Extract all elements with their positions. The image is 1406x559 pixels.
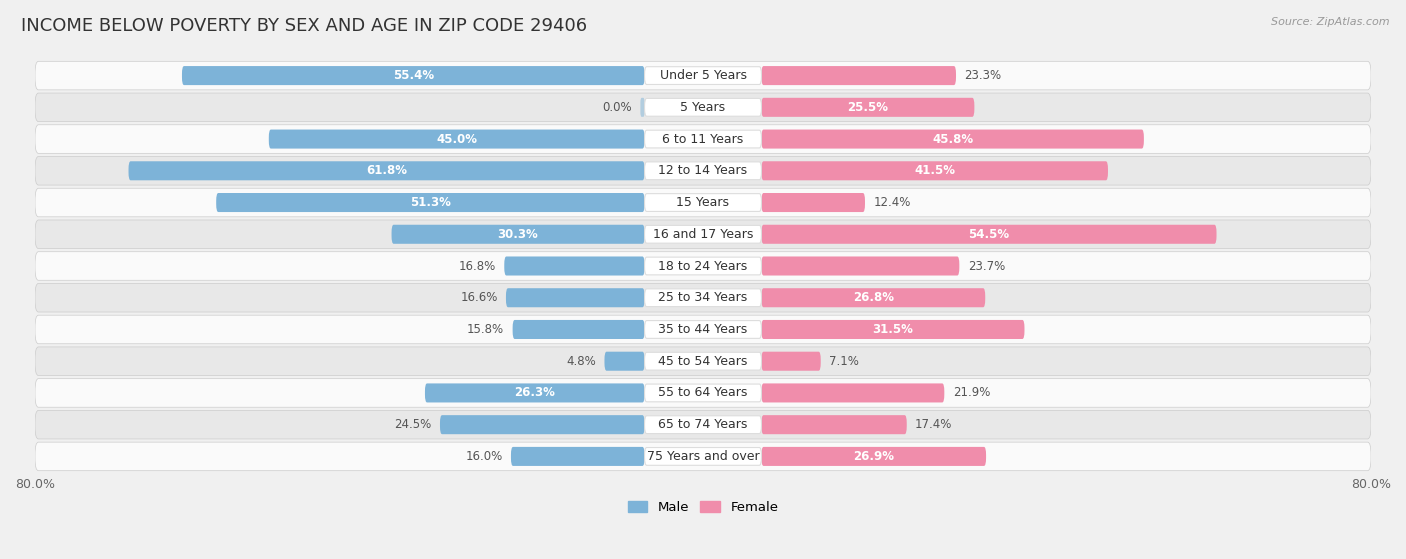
- FancyBboxPatch shape: [640, 98, 644, 117]
- Text: INCOME BELOW POVERTY BY SEX AND AGE IN ZIP CODE 29406: INCOME BELOW POVERTY BY SEX AND AGE IN Z…: [21, 17, 588, 35]
- Text: 12.4%: 12.4%: [873, 196, 911, 209]
- FancyBboxPatch shape: [644, 384, 762, 402]
- FancyBboxPatch shape: [35, 61, 1371, 90]
- FancyBboxPatch shape: [644, 98, 762, 116]
- FancyBboxPatch shape: [644, 416, 762, 434]
- FancyBboxPatch shape: [762, 288, 986, 307]
- Text: 7.1%: 7.1%: [830, 355, 859, 368]
- FancyBboxPatch shape: [644, 193, 762, 211]
- Text: 23.7%: 23.7%: [967, 259, 1005, 272]
- FancyBboxPatch shape: [181, 66, 644, 85]
- FancyBboxPatch shape: [128, 162, 644, 181]
- FancyBboxPatch shape: [644, 257, 762, 275]
- FancyBboxPatch shape: [35, 188, 1371, 217]
- Text: 5 Years: 5 Years: [681, 101, 725, 114]
- FancyBboxPatch shape: [35, 347, 1371, 376]
- Text: 45.8%: 45.8%: [932, 132, 973, 145]
- FancyBboxPatch shape: [644, 67, 762, 84]
- Text: 16 and 17 Years: 16 and 17 Years: [652, 228, 754, 241]
- Text: 75 Years and over: 75 Years and over: [647, 450, 759, 463]
- FancyBboxPatch shape: [35, 93, 1371, 122]
- FancyBboxPatch shape: [762, 257, 959, 276]
- Text: 15.8%: 15.8%: [467, 323, 505, 336]
- FancyBboxPatch shape: [644, 289, 762, 307]
- Text: 24.5%: 24.5%: [394, 418, 432, 431]
- FancyBboxPatch shape: [269, 130, 644, 149]
- Text: 35 to 44 Years: 35 to 44 Years: [658, 323, 748, 336]
- FancyBboxPatch shape: [762, 130, 1144, 149]
- FancyBboxPatch shape: [217, 193, 644, 212]
- FancyBboxPatch shape: [644, 225, 762, 243]
- Text: Under 5 Years: Under 5 Years: [659, 69, 747, 82]
- Text: 45.0%: 45.0%: [436, 132, 477, 145]
- FancyBboxPatch shape: [762, 193, 865, 212]
- FancyBboxPatch shape: [35, 378, 1371, 407]
- Text: 41.5%: 41.5%: [914, 164, 955, 177]
- FancyBboxPatch shape: [35, 125, 1371, 153]
- FancyBboxPatch shape: [644, 352, 762, 370]
- Text: 55.4%: 55.4%: [392, 69, 434, 82]
- Text: 15 Years: 15 Years: [676, 196, 730, 209]
- FancyBboxPatch shape: [35, 410, 1371, 439]
- FancyBboxPatch shape: [35, 252, 1371, 280]
- FancyBboxPatch shape: [440, 415, 644, 434]
- FancyBboxPatch shape: [425, 383, 644, 402]
- Text: 17.4%: 17.4%: [915, 418, 952, 431]
- FancyBboxPatch shape: [644, 448, 762, 465]
- FancyBboxPatch shape: [644, 162, 762, 179]
- FancyBboxPatch shape: [605, 352, 644, 371]
- FancyBboxPatch shape: [35, 442, 1371, 471]
- Text: 65 to 74 Years: 65 to 74 Years: [658, 418, 748, 431]
- FancyBboxPatch shape: [513, 320, 644, 339]
- FancyBboxPatch shape: [762, 320, 1025, 339]
- Text: 4.8%: 4.8%: [567, 355, 596, 368]
- Text: 55 to 64 Years: 55 to 64 Years: [658, 386, 748, 400]
- FancyBboxPatch shape: [506, 288, 644, 307]
- FancyBboxPatch shape: [762, 383, 945, 402]
- FancyBboxPatch shape: [762, 162, 1108, 181]
- Text: 12 to 14 Years: 12 to 14 Years: [658, 164, 748, 177]
- FancyBboxPatch shape: [35, 220, 1371, 249]
- Text: 18 to 24 Years: 18 to 24 Years: [658, 259, 748, 272]
- FancyBboxPatch shape: [762, 447, 986, 466]
- FancyBboxPatch shape: [762, 98, 974, 117]
- Text: Source: ZipAtlas.com: Source: ZipAtlas.com: [1271, 17, 1389, 27]
- Legend: Male, Female: Male, Female: [623, 495, 783, 519]
- FancyBboxPatch shape: [762, 66, 956, 85]
- Text: 26.8%: 26.8%: [853, 291, 894, 304]
- Text: 26.9%: 26.9%: [853, 450, 894, 463]
- Text: 6 to 11 Years: 6 to 11 Years: [662, 132, 744, 145]
- FancyBboxPatch shape: [510, 447, 644, 466]
- Text: 30.3%: 30.3%: [498, 228, 538, 241]
- FancyBboxPatch shape: [35, 157, 1371, 185]
- FancyBboxPatch shape: [505, 257, 644, 276]
- Text: 45 to 54 Years: 45 to 54 Years: [658, 355, 748, 368]
- Text: 25 to 34 Years: 25 to 34 Years: [658, 291, 748, 304]
- FancyBboxPatch shape: [762, 352, 821, 371]
- Text: 16.6%: 16.6%: [460, 291, 498, 304]
- Text: 16.8%: 16.8%: [458, 259, 496, 272]
- FancyBboxPatch shape: [35, 315, 1371, 344]
- FancyBboxPatch shape: [644, 130, 762, 148]
- Text: 26.3%: 26.3%: [515, 386, 555, 400]
- Text: 54.5%: 54.5%: [969, 228, 1010, 241]
- Text: 25.5%: 25.5%: [848, 101, 889, 114]
- Text: 61.8%: 61.8%: [366, 164, 406, 177]
- FancyBboxPatch shape: [762, 415, 907, 434]
- Text: 16.0%: 16.0%: [465, 450, 502, 463]
- FancyBboxPatch shape: [35, 283, 1371, 312]
- Text: 31.5%: 31.5%: [873, 323, 914, 336]
- Text: 0.0%: 0.0%: [602, 101, 633, 114]
- Text: 21.9%: 21.9%: [953, 386, 990, 400]
- Text: 51.3%: 51.3%: [411, 196, 451, 209]
- FancyBboxPatch shape: [644, 320, 762, 338]
- Text: 23.3%: 23.3%: [965, 69, 1001, 82]
- FancyBboxPatch shape: [762, 225, 1216, 244]
- FancyBboxPatch shape: [391, 225, 644, 244]
